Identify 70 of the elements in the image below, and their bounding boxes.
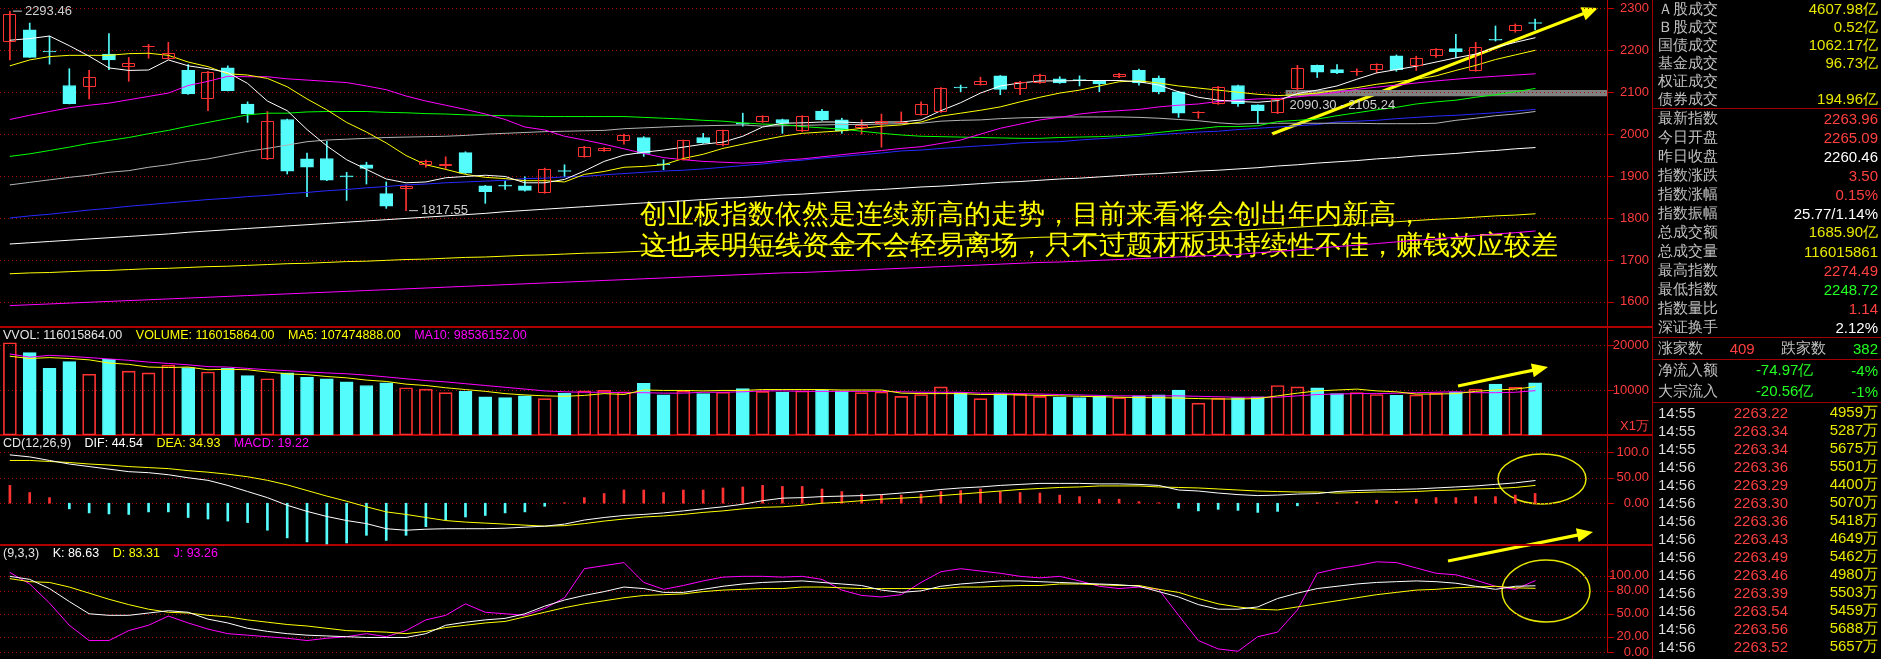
text: 总成交量 116015861 xyxy=(1658,242,1878,260)
text: 14:56 2263.52 5657万 xyxy=(1658,636,1878,655)
text: 国债成交 1062.17亿 xyxy=(1658,35,1878,53)
text: 14:56 2263.36 5501万 xyxy=(1658,456,1878,475)
band-label: 2090.30 - 2105.24 xyxy=(1289,97,1396,113)
text: MA10: 98536152.00 xyxy=(414,328,527,342)
y-tick-label: 2200 xyxy=(1620,41,1649,57)
y-tick-label: 10000 xyxy=(1612,381,1649,397)
y-tick-label: 50.00 xyxy=(1616,469,1649,485)
y-tick-label: 2000 xyxy=(1620,125,1649,141)
text: 指数振幅 25.77/1.14% xyxy=(1658,204,1878,222)
text: 14:56 2263.30 5070万 xyxy=(1658,492,1878,511)
text: 大宗流入 -20.56亿 -1% xyxy=(1658,382,1878,400)
text: Ｂ股成交 0.52亿 xyxy=(1658,17,1878,35)
text: 指数涨跌 3.50 xyxy=(1658,166,1878,184)
chart-title: CD(12,26,9) xyxy=(3,436,72,450)
text: 14:56 2263.43 4649万 xyxy=(1658,528,1878,547)
text: 涨家数 409 跌家数 382 xyxy=(1658,339,1878,357)
text: MA5: 107474888.00 xyxy=(288,328,401,342)
y-tick-label: 1900 xyxy=(1620,167,1649,183)
text: 权证成交 xyxy=(1658,71,1718,91)
text: 14:56 2263.29 4400万 xyxy=(1658,474,1878,493)
annotation: MACD: 19.22 xyxy=(233,436,309,450)
y-tick-label: 80.00 xyxy=(1616,582,1649,598)
text: 净流入额 -74.97亿 -4% xyxy=(1658,361,1878,379)
text: 指数量比 1.14 xyxy=(1658,299,1878,317)
y-tick-label: 20.00 xyxy=(1616,628,1649,644)
annotation: 2293.46 xyxy=(24,2,72,18)
y-tick-label: 20000 xyxy=(1612,336,1649,352)
y-tick-label: 1800 xyxy=(1620,209,1649,225)
chart-title: (9,3,3) xyxy=(3,546,40,560)
text: 基金成交 96.73亿 xyxy=(1658,53,1878,71)
chart-title: VVOL: 116015864.00 xyxy=(3,328,123,342)
text: 最低指数 2248.72 xyxy=(1658,280,1878,298)
annotation: 1817.55 xyxy=(421,202,469,218)
y-tick-label: 100.00 xyxy=(1609,567,1649,583)
text: 债券成交 194.96亿 xyxy=(1658,89,1878,107)
text: J: 93.26 xyxy=(173,546,218,560)
text: 14:55 2263.34 5287万 xyxy=(1658,420,1878,439)
y-tick-label: 2300 xyxy=(1620,0,1649,15)
text: 14:56 2263.56 5688万 xyxy=(1658,618,1878,637)
y-tick-label: 50.00 xyxy=(1616,605,1649,621)
text: 14:55 2263.22 4959万 xyxy=(1658,402,1878,421)
y-tick-label: 0.00 xyxy=(1623,643,1649,659)
y-tick-label: 1700 xyxy=(1620,251,1649,267)
text: 昨日收盘 2260.46 xyxy=(1658,147,1878,165)
chart-subtitle: VOLUME: 116015864.00 xyxy=(135,328,275,342)
y-tick-label: 2100 xyxy=(1620,83,1649,99)
text: 最高指数 2274.49 xyxy=(1658,261,1878,279)
y-tick-label: 1600 xyxy=(1620,293,1649,309)
y-tick-label: 0.00 xyxy=(1623,494,1649,510)
series-label: DIF: 44.54 xyxy=(84,436,143,450)
text: D: 83.31 xyxy=(112,546,160,560)
text: 指数涨幅 0.15% xyxy=(1658,185,1878,203)
text: 14:56 2263.49 5462万 xyxy=(1658,546,1878,565)
series-label: DEA: 34.93 xyxy=(156,436,221,450)
annotation: 创业板指数依然是连续新高的走势，目前来看将会创出年内新高， xyxy=(640,198,1424,229)
text: 14:56 2263.54 5459万 xyxy=(1658,600,1878,619)
text: 14:56 2263.36 5418万 xyxy=(1658,510,1878,529)
text: 总成交额 1685.90亿 xyxy=(1658,223,1878,240)
text: 深证换手 2.12% xyxy=(1658,318,1878,336)
text: 14:55 2263.34 5675万 xyxy=(1658,438,1878,457)
y-tick-label: 100.0 xyxy=(1616,443,1649,459)
y-axis-title: X1万 xyxy=(1620,418,1649,434)
text: 14:56 2263.39 5503万 xyxy=(1658,582,1878,601)
text: 最新指数 2263.96 xyxy=(1658,109,1878,127)
text: 今日开盘 2265.09 xyxy=(1658,128,1878,146)
text: K: 86.63 xyxy=(52,546,100,560)
text: Ａ股成交 4607.98亿 xyxy=(1658,0,1878,17)
text: 14:56 2263.46 4980万 xyxy=(1658,564,1878,583)
